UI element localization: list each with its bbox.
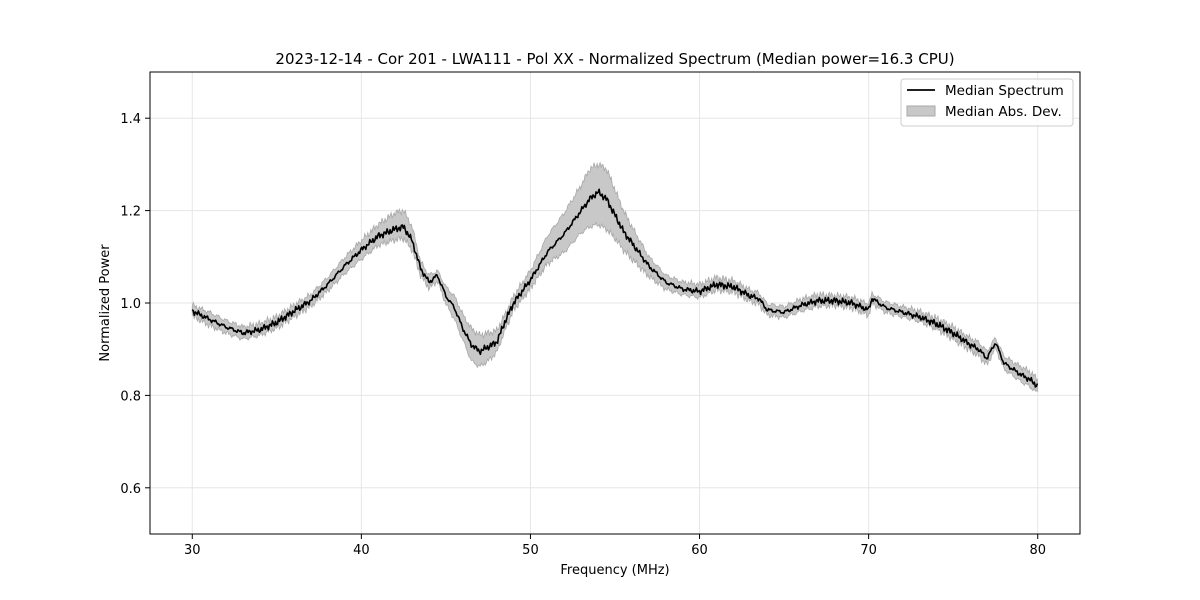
y-tick-label: 0.8 xyxy=(120,389,141,404)
axis-ticks: 30 40 50 60 70 80 0.6 0.8 1.0 1.2 1.4 xyxy=(120,112,1046,558)
median-spectrum-line xyxy=(191,188,1039,388)
legend: Median Spectrum Median Abs. Dev. xyxy=(900,78,1074,127)
x-tick-label: 60 xyxy=(691,543,708,558)
y-axis-label: Normalized Power xyxy=(98,244,113,362)
x-tick-label: 30 xyxy=(184,543,201,558)
plot-area xyxy=(191,161,1039,392)
legend-band-swatch xyxy=(906,105,936,117)
x-tick-label: 80 xyxy=(1029,543,1046,558)
y-tick-label: 1.4 xyxy=(120,112,141,127)
legend-box xyxy=(900,78,1074,127)
x-tick-label: 40 xyxy=(353,543,370,558)
x-tick-label: 70 xyxy=(860,543,877,558)
y-tick-label: 1.2 xyxy=(120,205,141,220)
mad-band xyxy=(191,161,1038,392)
y-tick-label: 0.6 xyxy=(120,482,141,497)
y-tick-label: 1.0 xyxy=(120,297,141,312)
chart-title: 2023-12-14 - Cor 201 - LWA111 - Pol XX -… xyxy=(275,50,954,68)
legend-entry-median-abs-dev: Median Abs. Dev. xyxy=(945,104,1062,120)
legend-entry-median-spectrum: Median Spectrum xyxy=(945,83,1064,99)
x-tick-label: 50 xyxy=(522,543,539,558)
x-axis-label: Frequency (MHz) xyxy=(560,563,669,578)
